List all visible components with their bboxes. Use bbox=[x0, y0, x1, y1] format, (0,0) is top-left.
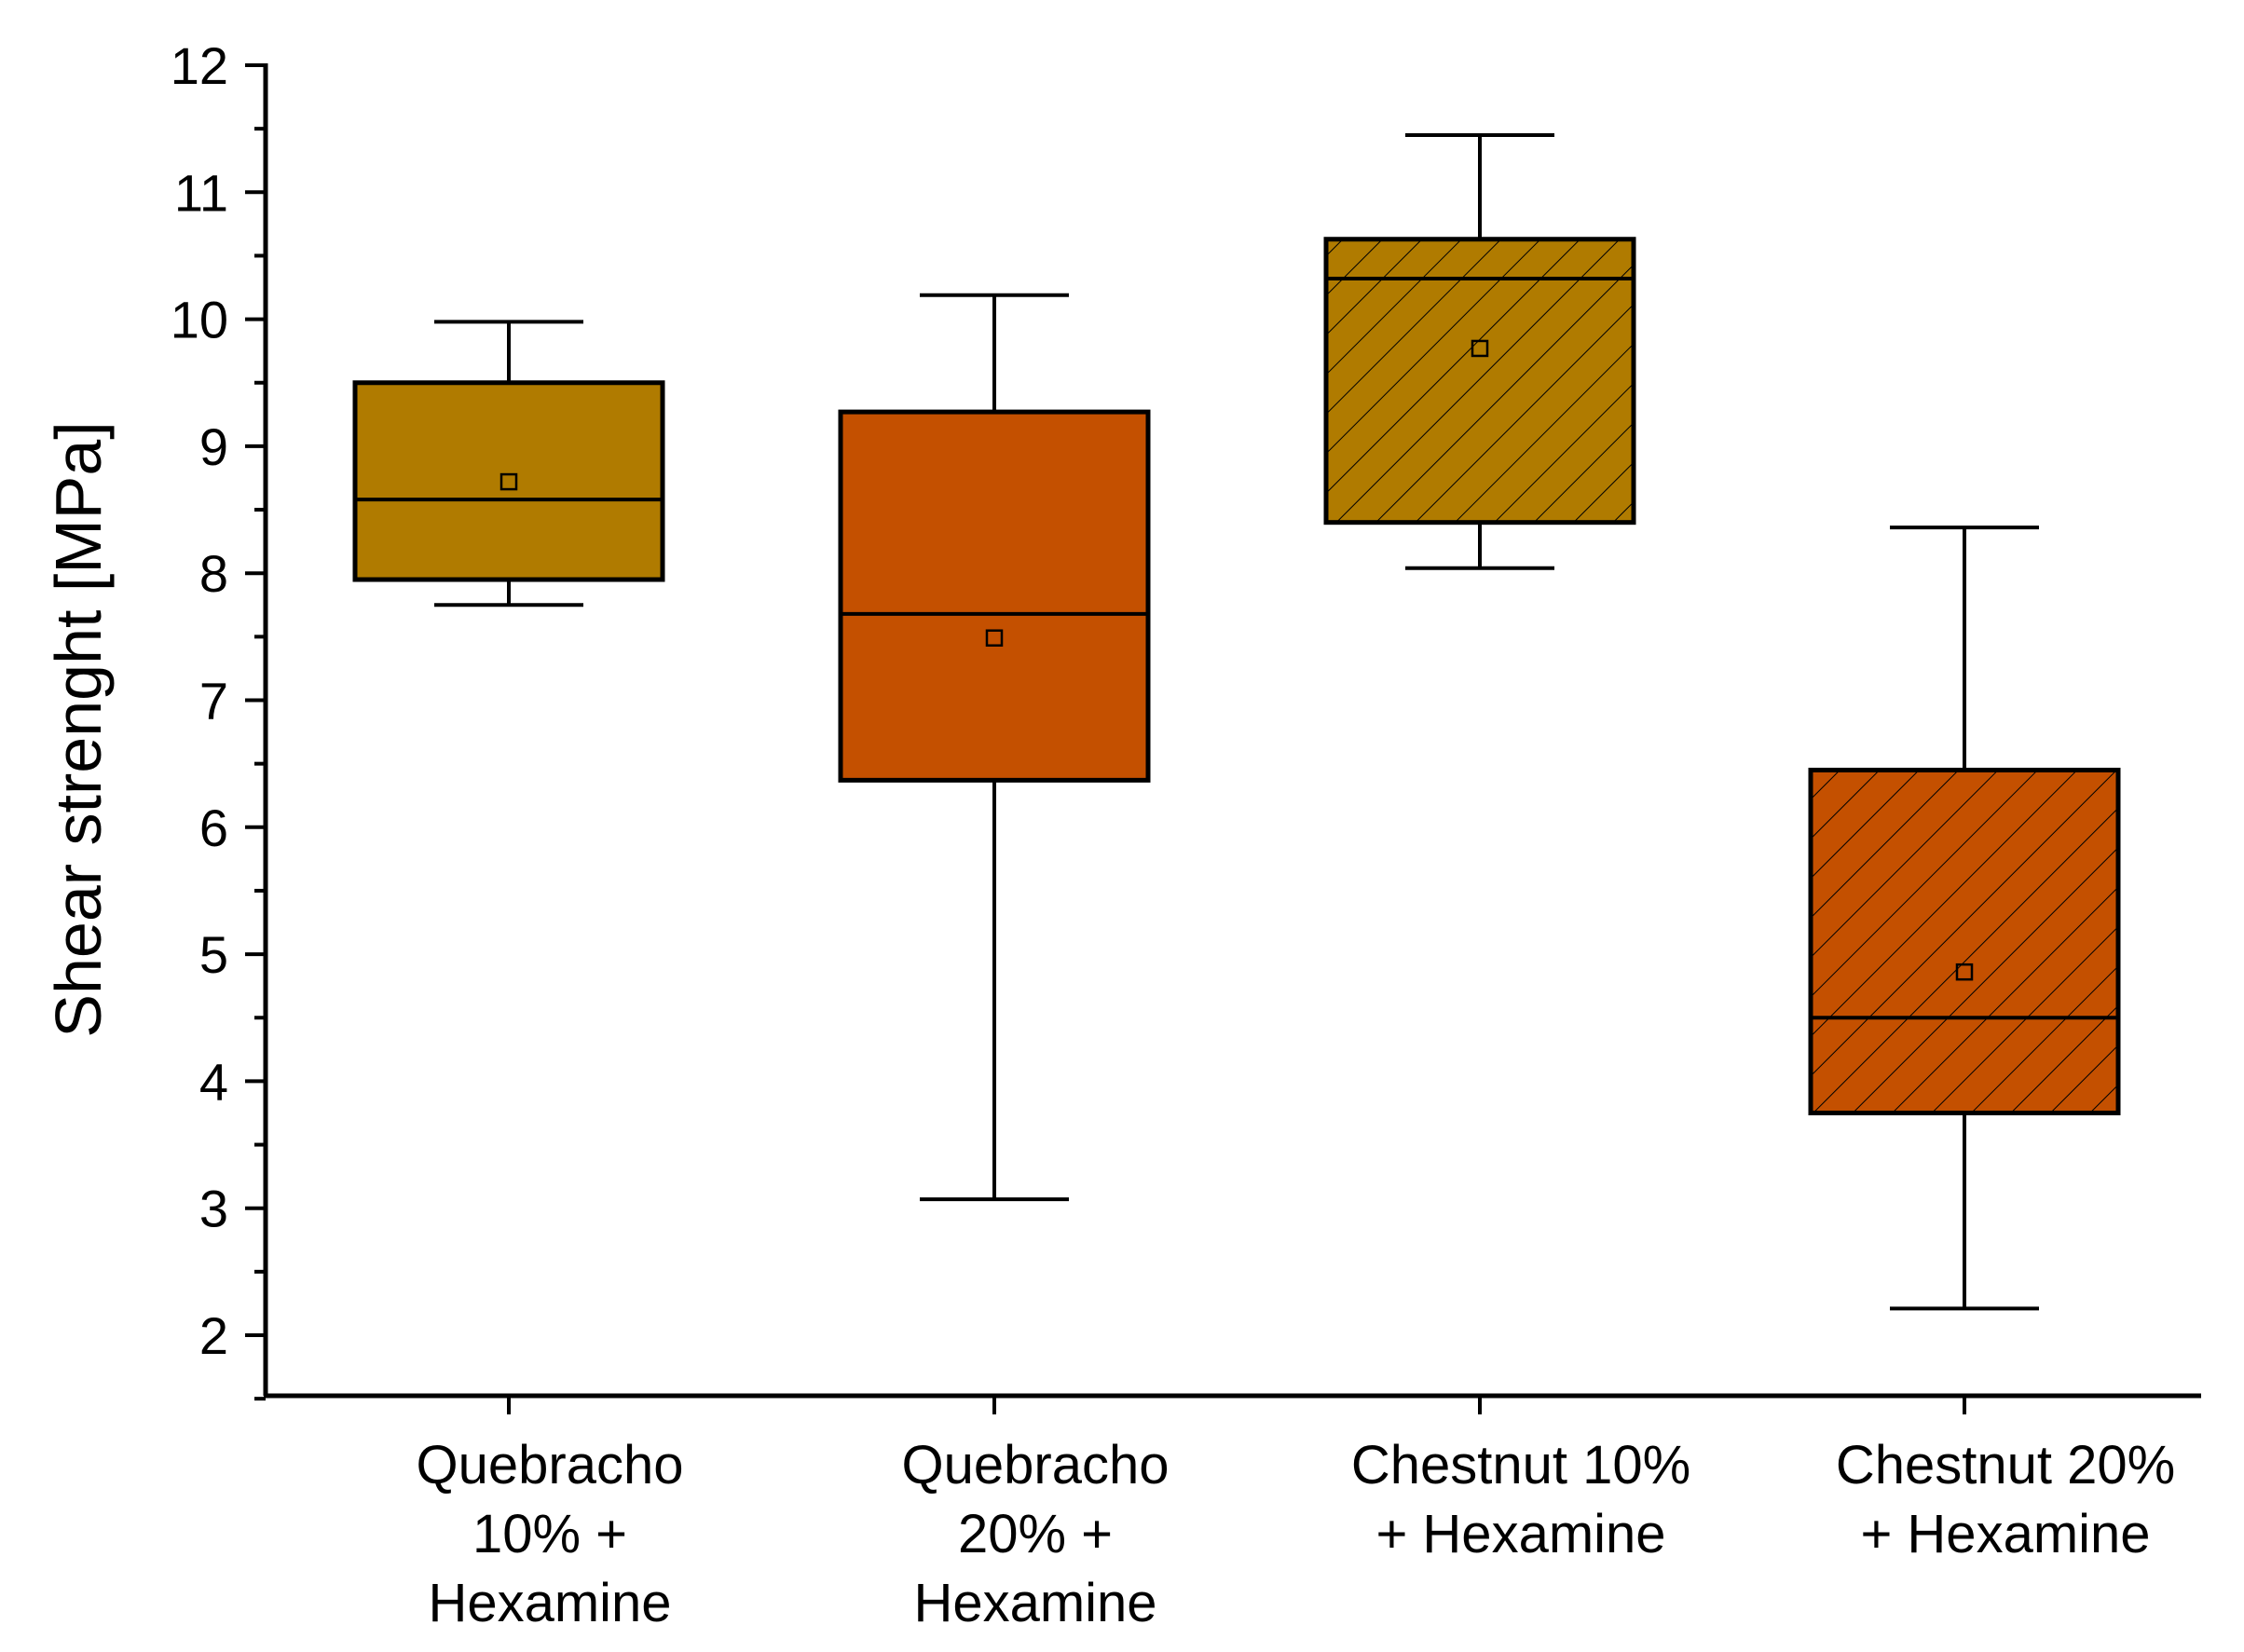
x-category-label-line: 20% + bbox=[958, 1504, 1113, 1564]
x-category-label-line: Chestnut 20% bbox=[1836, 1435, 2175, 1495]
x-category-label-line: Quebracho bbox=[902, 1435, 1170, 1495]
x-categories: Quebracho 10% + Hexamine Quebracho 20% + Hexa… bbox=[417, 1396, 2175, 1633]
y-tick-label: 3 bbox=[199, 1180, 228, 1238]
mean-marker bbox=[499, 472, 518, 491]
axes-layer bbox=[263, 63, 2201, 1399]
box-outline bbox=[838, 409, 1151, 783]
y-tick-label: 7 bbox=[199, 672, 228, 730]
y-tick-label: 10 bbox=[171, 291, 228, 349]
y-tick-label: 6 bbox=[199, 799, 228, 857]
x-category-label-line: Quebracho bbox=[417, 1435, 684, 1495]
y-tick-label: 9 bbox=[199, 417, 228, 476]
x-category-label: Chestnut 20% + Hexamine bbox=[1836, 1435, 2175, 1564]
mean-marker bbox=[1471, 339, 1489, 358]
box-hatch bbox=[1326, 239, 1634, 523]
box-group bbox=[838, 293, 1151, 1202]
mean-marker bbox=[985, 629, 1004, 647]
x-category-label-line: + Hexamine bbox=[1860, 1504, 2150, 1564]
x-category-label-line: Hexamine bbox=[428, 1573, 671, 1633]
box-outline bbox=[352, 380, 665, 582]
y-tick-label: 12 bbox=[171, 36, 228, 95]
box-hatch bbox=[1811, 770, 2118, 1113]
box-body bbox=[841, 412, 1148, 781]
box-group bbox=[352, 320, 665, 608]
y-ticks: 2 3 4 5 6 7 8 9 10 11 12 bbox=[171, 36, 266, 1401]
x-category-label: Quebracho 20% + Hexamine bbox=[902, 1435, 1170, 1633]
y-tick-label: 4 bbox=[199, 1052, 228, 1111]
y-tick-label: 2 bbox=[199, 1306, 228, 1365]
y-tick-label: 5 bbox=[199, 925, 228, 984]
box-group bbox=[1808, 526, 2121, 1311]
y-tick-label: 11 bbox=[174, 163, 228, 222]
y-tick-label: 8 bbox=[199, 544, 228, 603]
mean-marker bbox=[1955, 963, 1974, 981]
x-category-label: Chestnut 10% + Hexamine bbox=[1351, 1435, 1690, 1564]
x-category-label: Quebracho 10% + Hexamine bbox=[417, 1435, 684, 1633]
box-outline bbox=[1808, 767, 2121, 1115]
box-body bbox=[355, 382, 663, 580]
boxes-layer bbox=[352, 132, 2121, 1311]
x-category-label-line: Hexamine bbox=[913, 1573, 1156, 1633]
x-category-label-line: + Hexamine bbox=[1375, 1504, 1665, 1564]
x-category-label-line: 10% + bbox=[472, 1504, 627, 1564]
x-category-label-line: Chestnut 10% bbox=[1351, 1435, 1690, 1495]
box-group bbox=[1323, 132, 1636, 570]
box-outline bbox=[1323, 237, 1636, 526]
y-axis-title: Shear strenght [MPa] bbox=[42, 421, 115, 1037]
